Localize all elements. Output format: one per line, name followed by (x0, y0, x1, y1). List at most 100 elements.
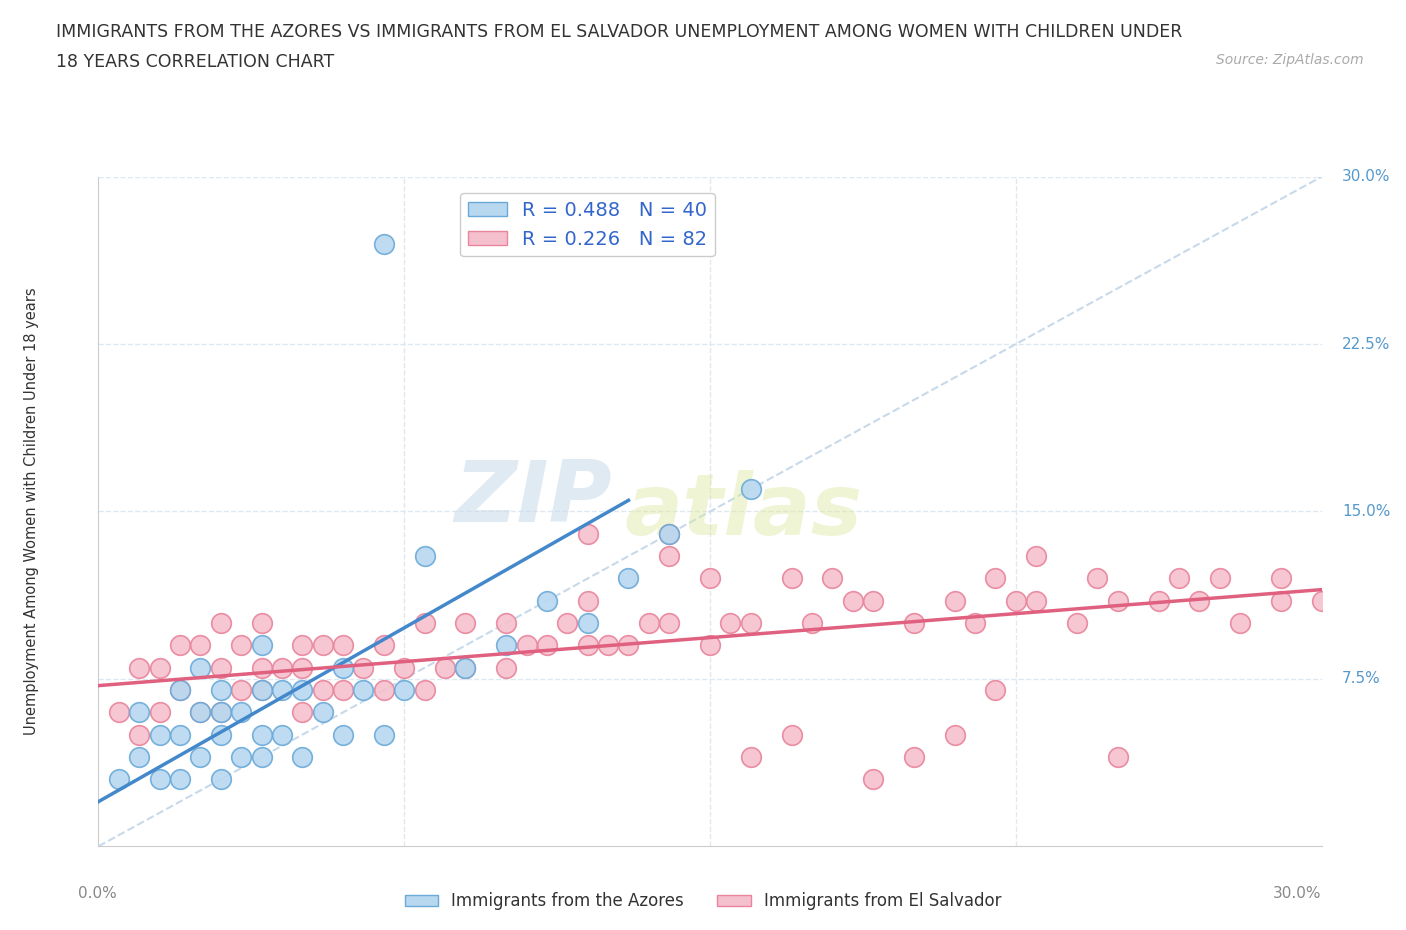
Point (1004, 593, 1026, 608)
Point (495, 660, 517, 675)
Point (250, 683, 273, 698)
Point (1167, 571, 1189, 586)
Point (188, 750, 212, 764)
Point (1025, 593, 1047, 608)
Point (149, 660, 172, 675)
Point (1270, 571, 1292, 586)
Text: 0.0%: 0.0% (79, 886, 117, 901)
Point (373, 727, 395, 742)
Point (169, 683, 191, 698)
Point (188, 638, 212, 653)
Point (434, 660, 457, 675)
Point (576, 616, 599, 631)
Text: 18 YEARS CORRELATION CHART: 18 YEARS CORRELATION CHART (56, 53, 335, 71)
Point (149, 772, 172, 787)
Point (536, 638, 558, 653)
Point (658, 526, 681, 541)
Point (291, 750, 314, 764)
Point (169, 683, 191, 698)
Point (943, 727, 966, 742)
Point (188, 705, 212, 720)
Point (108, 772, 131, 787)
Point (270, 683, 294, 698)
Point (1107, 593, 1129, 608)
Point (454, 660, 477, 675)
Text: atlas: atlas (624, 470, 862, 553)
Point (454, 660, 477, 675)
Point (128, 750, 150, 764)
Point (1229, 616, 1251, 631)
Point (108, 705, 131, 720)
Point (291, 683, 314, 698)
Text: 15.0%: 15.0% (1343, 504, 1391, 519)
Point (740, 750, 762, 764)
Point (699, 571, 721, 586)
Point (169, 772, 191, 787)
Point (291, 705, 314, 720)
Point (413, 549, 436, 564)
Point (903, 616, 925, 631)
Point (188, 660, 212, 675)
Point (149, 727, 172, 742)
Point (332, 727, 354, 742)
Legend: Immigrants from the Azores, Immigrants from El Salvador: Immigrants from the Azores, Immigrants f… (398, 885, 1008, 917)
Point (1066, 616, 1088, 631)
Point (903, 750, 925, 764)
Point (209, 705, 232, 720)
Point (332, 660, 354, 675)
Point (231, 705, 253, 720)
Point (821, 571, 844, 586)
Point (413, 616, 436, 631)
Point (984, 683, 1007, 698)
Point (495, 616, 517, 631)
Point (965, 616, 987, 631)
Point (699, 638, 721, 653)
Point (312, 683, 335, 698)
Point (250, 616, 273, 631)
Point (373, 236, 395, 251)
Point (495, 638, 517, 653)
Point (576, 593, 599, 608)
Point (1310, 593, 1333, 608)
Point (291, 638, 314, 653)
Point (454, 616, 477, 631)
Point (1107, 750, 1129, 764)
Point (231, 683, 253, 698)
Point (312, 638, 335, 653)
Point (250, 660, 273, 675)
Point (128, 705, 150, 720)
Point (413, 683, 436, 698)
Point (658, 549, 681, 564)
Point (598, 638, 620, 653)
Point (270, 660, 294, 675)
Point (516, 638, 538, 653)
Point (658, 616, 681, 631)
Point (373, 683, 395, 698)
Text: ZIP: ZIP (454, 457, 612, 539)
Point (718, 616, 742, 631)
Point (352, 683, 374, 698)
Point (617, 638, 640, 653)
Point (169, 727, 191, 742)
Point (943, 593, 966, 608)
Point (862, 593, 884, 608)
Point (312, 705, 335, 720)
Point (250, 683, 273, 698)
Point (1270, 593, 1292, 608)
Point (392, 660, 416, 675)
Text: IMMIGRANTS FROM THE AZORES VS IMMIGRANTS FROM EL SALVADOR UNEMPLOYMENT AMONG WOM: IMMIGRANTS FROM THE AZORES VS IMMIGRANTS… (56, 23, 1182, 41)
Point (373, 638, 395, 653)
Point (332, 683, 354, 698)
Point (1025, 549, 1047, 564)
Point (617, 571, 640, 586)
Point (231, 638, 253, 653)
Point (352, 660, 374, 675)
Point (576, 638, 599, 653)
Point (1147, 593, 1170, 608)
Text: Source: ZipAtlas.com: Source: ZipAtlas.com (1216, 53, 1364, 67)
Point (209, 772, 232, 787)
Text: Unemployment Among Women with Children Under 18 years: Unemployment Among Women with Children U… (24, 287, 38, 736)
Point (658, 526, 681, 541)
Point (637, 616, 661, 631)
Point (250, 750, 273, 764)
